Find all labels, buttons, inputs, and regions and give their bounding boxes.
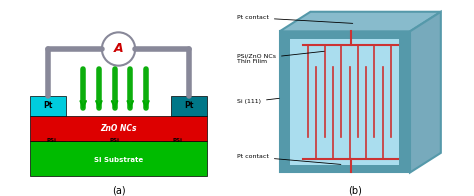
FancyBboxPatch shape <box>280 31 410 172</box>
Wedge shape <box>101 127 128 141</box>
Polygon shape <box>280 12 441 31</box>
FancyBboxPatch shape <box>399 31 410 172</box>
Text: (a): (a) <box>112 185 125 195</box>
Wedge shape <box>38 127 65 141</box>
Text: PSi: PSi <box>109 138 119 143</box>
FancyBboxPatch shape <box>30 116 207 141</box>
Text: Si Substrate: Si Substrate <box>94 157 143 163</box>
FancyBboxPatch shape <box>280 31 410 39</box>
Text: Si (111): Si (111) <box>237 98 279 104</box>
FancyBboxPatch shape <box>172 96 207 116</box>
Text: PSi: PSi <box>173 138 182 143</box>
Text: Pt contact: Pt contact <box>237 154 341 164</box>
Text: Pt contact: Pt contact <box>237 15 353 23</box>
FancyBboxPatch shape <box>280 31 290 172</box>
Text: PSi/ZnO NCs
Thin Filim: PSi/ZnO NCs Thin Filim <box>237 51 324 64</box>
FancyBboxPatch shape <box>30 96 65 116</box>
FancyBboxPatch shape <box>30 141 207 176</box>
Wedge shape <box>164 127 191 141</box>
Polygon shape <box>410 12 441 172</box>
Text: Pt: Pt <box>43 101 53 110</box>
Text: (b): (b) <box>348 185 363 195</box>
Text: PSi: PSi <box>47 138 57 143</box>
Text: ZnO NCs: ZnO NCs <box>100 124 137 133</box>
Wedge shape <box>132 127 160 141</box>
Circle shape <box>102 32 135 66</box>
Wedge shape <box>70 127 97 141</box>
Text: Pt: Pt <box>184 101 194 110</box>
FancyBboxPatch shape <box>280 165 410 172</box>
Text: A: A <box>114 43 123 55</box>
